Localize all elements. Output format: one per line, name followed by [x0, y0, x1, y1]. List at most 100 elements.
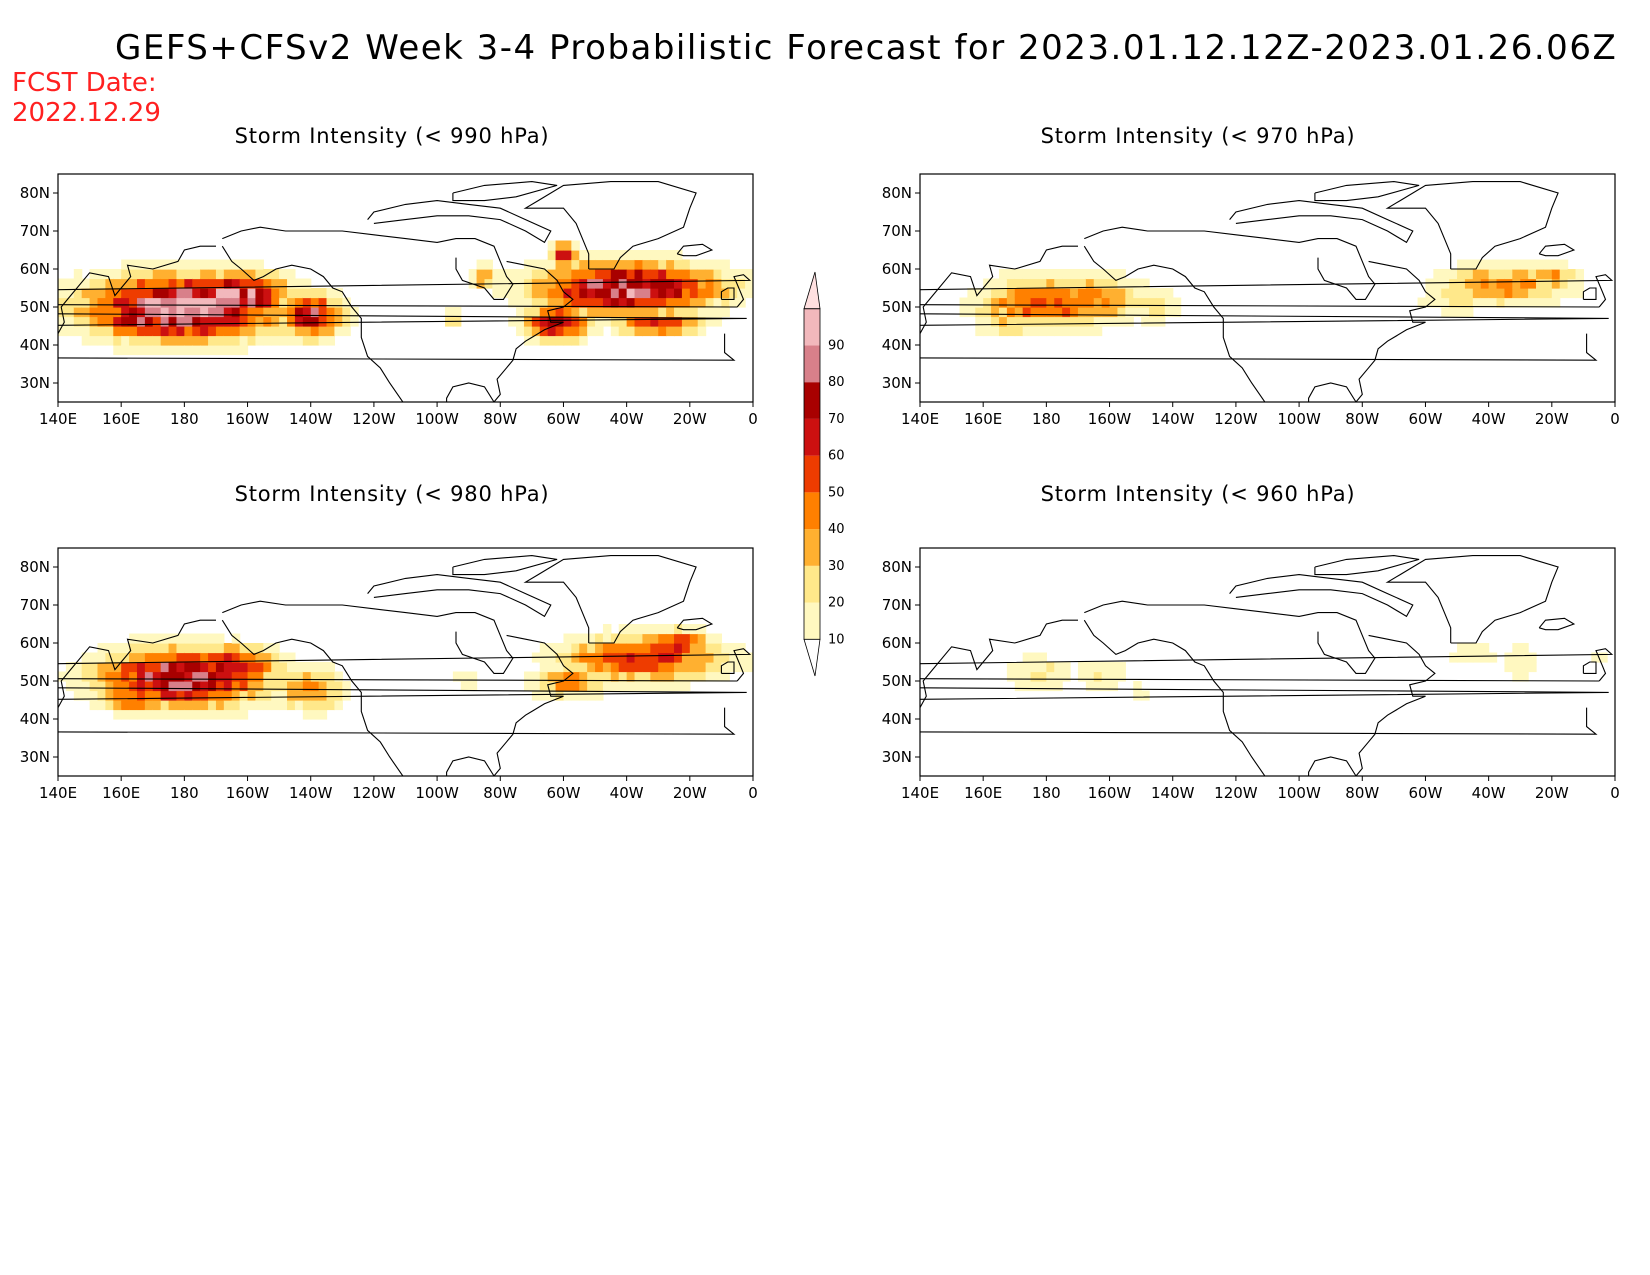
grid-cell	[326, 681, 336, 692]
grid-cell	[326, 326, 336, 337]
grid-cell	[334, 326, 343, 337]
grid-cell	[579, 643, 588, 654]
grid-cell	[571, 633, 580, 644]
grid-cell	[192, 335, 201, 346]
grid-cell	[547, 307, 557, 318]
grid-cell	[681, 278, 691, 289]
grid-cell	[721, 269, 730, 280]
grid-cell	[129, 307, 138, 318]
grid-cell	[1496, 288, 1506, 299]
lon-tick-label: 140E	[901, 784, 939, 802]
grid-cell	[287, 288, 296, 299]
grid-cell	[634, 297, 644, 308]
forecast-date-label: FCST Date:	[12, 68, 157, 98]
grid-cell	[1149, 316, 1158, 327]
grid-cell	[279, 690, 288, 701]
grid-cell	[239, 297, 249, 308]
grid-cell	[1536, 278, 1545, 289]
grid-cell	[595, 307, 604, 318]
grid-cell	[1117, 307, 1126, 318]
grid-cell	[1077, 307, 1087, 318]
grid-cell	[508, 297, 517, 308]
grid-cell	[539, 269, 549, 280]
grid-cell	[1014, 297, 1024, 308]
grid-cell	[176, 643, 185, 654]
grid-cell	[113, 307, 122, 318]
grid-cell	[713, 269, 723, 280]
grid-cell	[65, 662, 75, 673]
map-panel-3: 140E 160E 180 160W 140W 120W 100W 80W 60W 40W 20W 0…	[20, 547, 758, 802]
coastline	[1385, 555, 1559, 644]
grid-cell	[184, 709, 193, 720]
grid-cell	[508, 269, 517, 280]
grid-cell	[1022, 662, 1032, 673]
grid-cell	[255, 278, 264, 289]
grid-cell	[1038, 278, 1047, 289]
grid-cell	[618, 652, 628, 663]
grid-cell	[1480, 288, 1490, 299]
grid-cell	[184, 690, 193, 701]
grid-cell	[1543, 278, 1553, 289]
grid-cell	[674, 671, 683, 682]
grid-cell	[650, 250, 659, 261]
grid-cell	[73, 316, 83, 327]
grid-cell	[144, 643, 154, 654]
grid-cell	[144, 633, 154, 644]
grid-cell	[1567, 278, 1577, 289]
grid-cell	[523, 269, 533, 280]
grid-cell	[705, 278, 715, 289]
grid-cell	[1528, 652, 1537, 663]
grid-cell	[650, 662, 659, 673]
grid-cell	[1038, 681, 1047, 692]
grid-cell	[176, 297, 185, 308]
grid-cell	[1496, 269, 1506, 280]
coastlines	[920, 555, 1614, 776]
colorbar-segment	[804, 602, 820, 640]
grid-cell	[279, 307, 288, 318]
grid-cell	[1030, 662, 1040, 673]
grid-cell	[1085, 269, 1095, 280]
grid-cell	[184, 700, 193, 711]
grid-cell	[523, 307, 533, 318]
grid-cell	[342, 681, 351, 692]
grid-cell	[152, 326, 162, 337]
grid-cell	[294, 671, 304, 682]
grid-cell	[531, 297, 541, 308]
grid-cell	[160, 288, 170, 299]
grid-cell	[58, 297, 67, 308]
grid-cell	[58, 671, 67, 682]
grid-cell	[697, 633, 707, 644]
grid-cell	[168, 700, 178, 711]
grid-cell	[650, 624, 659, 635]
coastline	[1084, 600, 1376, 674]
grid-cell	[1464, 288, 1474, 299]
grid-cell	[666, 307, 675, 318]
grid-cell	[200, 681, 209, 692]
grid-cell	[602, 316, 612, 327]
grid-cell	[1149, 288, 1158, 299]
grid-cell	[310, 288, 320, 299]
grid-cell	[168, 690, 178, 701]
grid-cell	[531, 307, 541, 318]
grid-cell	[184, 662, 193, 673]
grid-cell	[674, 662, 683, 673]
grid-cell	[1014, 307, 1024, 318]
grid-cell	[737, 269, 746, 280]
colorbar-segment	[804, 418, 820, 456]
coastlines	[58, 555, 752, 776]
grid-cell	[1038, 288, 1047, 299]
grid-cell	[215, 690, 225, 701]
grid-cell	[200, 269, 209, 280]
grid-cell	[239, 269, 249, 280]
grid-cell	[595, 288, 604, 299]
lat-tick-label: 70N	[20, 596, 50, 614]
grid-cell	[105, 671, 114, 682]
grid-cell	[1504, 259, 1513, 270]
grid-cell	[658, 671, 667, 682]
grid-cell	[1093, 278, 1103, 289]
grid-cell	[555, 335, 565, 346]
grid-cell	[271, 671, 280, 682]
grid-cell	[634, 307, 644, 318]
grid-cell	[579, 662, 588, 673]
grid-cell	[555, 278, 565, 289]
